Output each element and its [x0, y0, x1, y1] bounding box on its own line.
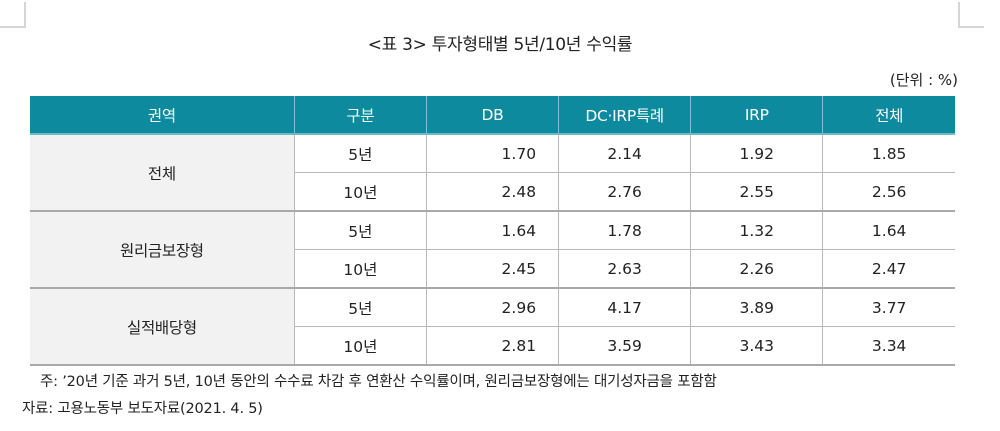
header-period: 구분	[293, 96, 427, 135]
dc-irp-value: 1.78	[558, 210, 692, 250]
header-irp: IRP	[690, 96, 824, 135]
db-value: 2.48	[425, 172, 560, 212]
irp-value: 1.32	[690, 210, 824, 250]
table-row: 10년 2.81 3.59 3.43 3.34	[30, 326, 955, 366]
db-value: 2.81	[425, 326, 560, 366]
table-note: 주: ’20년 기준 과거 5년, 10년 동안의 수수료 차감 후 연환산 수…	[40, 374, 717, 390]
period-cell: 5년	[293, 287, 427, 327]
irp-value: 3.43	[690, 326, 824, 366]
db-value: 2.45	[425, 249, 560, 289]
table-row: 실적배당형 5년 2.96 4.17 3.89 3.77	[30, 287, 955, 366]
period-cell: 10년	[293, 326, 427, 366]
table-row: 10년 2.45 2.63 2.26 2.47	[30, 249, 955, 289]
period-cell: 5년	[293, 133, 427, 173]
region-cell: 실적배당형	[30, 287, 295, 366]
irp-value: 1.92	[690, 133, 824, 173]
irp-value: 2.55	[690, 172, 824, 212]
header-db: DB	[425, 96, 560, 135]
crop-mark-top-right	[958, 2, 984, 28]
header-row: 권역 구분 DB DC·IRP특례 IRP 전체	[30, 96, 955, 135]
period-cell: 10년	[293, 172, 427, 212]
table-row: 전체 5년 1.70 2.14 1.92 1.85	[30, 133, 955, 212]
irp-value: 2.26	[690, 249, 824, 289]
table-row: 10년 2.48 2.76 2.55 2.56	[30, 172, 955, 212]
region-cell: 원리금보장형	[30, 210, 295, 289]
total-value: 3.34	[822, 326, 955, 366]
db-value: 2.96	[425, 287, 560, 327]
source-citation: 자료: 고용노동부 보도자료(2021. 4. 5)	[22, 401, 263, 417]
period-cell: 5년	[293, 210, 427, 250]
crop-mark-top-left	[0, 2, 26, 28]
db-value: 1.64	[425, 210, 560, 250]
dc-irp-value: 2.76	[558, 172, 692, 212]
dc-irp-value: 3.59	[558, 326, 692, 366]
total-value: 1.64	[822, 210, 955, 250]
dc-irp-value: 2.63	[558, 249, 692, 289]
total-value: 2.56	[822, 172, 955, 212]
header-dc-irp: DC·IRP특례	[558, 96, 692, 135]
table-caption: <표 3> 투자형태별 5년/10년 수익률	[367, 35, 633, 55]
region-cell: 전체	[30, 133, 295, 212]
header-total: 전체	[822, 96, 955, 135]
table-row: 원리금보장형 5년 1.64 1.78 1.32 1.64	[30, 210, 955, 289]
dc-irp-value: 2.14	[558, 133, 692, 173]
period-cell: 10년	[293, 249, 427, 289]
returns-table: 권역 구분 DB DC·IRP특례 IRP 전체 전체 5년 1.70 2.14…	[30, 96, 955, 366]
unit-label: (단위 : %)	[889, 71, 958, 89]
irp-value: 3.89	[690, 287, 824, 327]
total-value: 1.85	[822, 133, 955, 173]
db-value: 1.70	[425, 133, 560, 173]
total-value: 3.77	[822, 287, 955, 327]
total-value: 2.47	[822, 249, 955, 289]
header-region: 권역	[30, 96, 295, 135]
dc-irp-value: 4.17	[558, 287, 692, 327]
